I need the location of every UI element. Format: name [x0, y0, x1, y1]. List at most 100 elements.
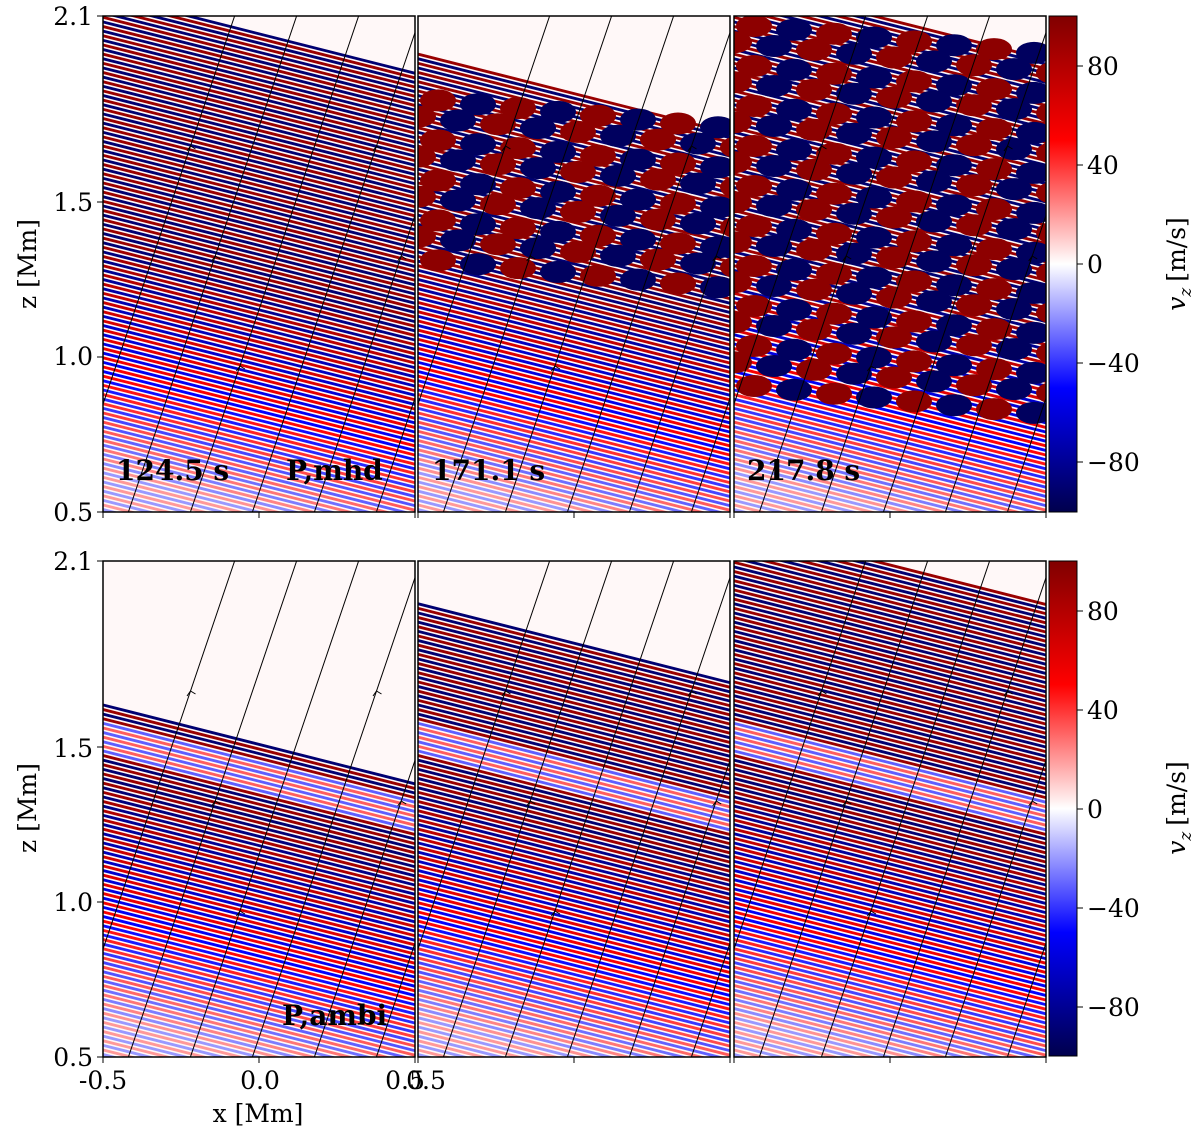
- shock-cell: [976, 158, 1012, 181]
- wave-stripe: [418, 979, 725, 1057]
- wave-stripe: [103, 25, 415, 107]
- field-line: [1006, 941, 1046, 1057]
- shock-cell: [736, 215, 772, 237]
- field-arrow: [235, 365, 246, 372]
- wave-stripe: [103, 887, 415, 970]
- wave-stripe: [103, 126, 415, 209]
- wave-stripe: [418, 892, 730, 974]
- wave-stripe: [103, 859, 415, 942]
- wave-stripe: [418, 374, 730, 457]
- wave-stripe: [103, 158, 415, 241]
- wave-stripe: [103, 942, 415, 1025]
- wave-stripe: [734, 772, 1046, 855]
- wave-stripe: [734, 749, 1046, 832]
- wave-stripe: [418, 448, 670, 512]
- shock-cell: [1016, 201, 1046, 224]
- wave-stripe: [103, 956, 415, 1039]
- field-arrow: [687, 690, 697, 697]
- panel-bottom-3: [724, 560, 1056, 1138]
- field-line: [504, 16, 675, 512]
- wave-stripe: [418, 708, 730, 790]
- shock-cell: [500, 137, 536, 160]
- wave-stripe: [734, 666, 1046, 749]
- shock-cell: [460, 213, 496, 236]
- wave-stripe: [734, 717, 1046, 800]
- wave-stripe: [103, 144, 415, 227]
- wave-stripe: [418, 606, 730, 689]
- xtick-0.5: 0.5: [385, 1066, 425, 1095]
- wave-stripe: [418, 703, 730, 786]
- wave-stripe: [734, 951, 1046, 1034]
- wave-stripe: [418, 241, 730, 324]
- wave-stripe: [103, 850, 415, 933]
- wave-stripe: [103, 786, 415, 869]
- wave-stripe: [734, 597, 1046, 680]
- wave-stripe: [103, 800, 415, 882]
- wave-stripe: [734, 471, 896, 512]
- wave-stripe: [418, 712, 730, 795]
- wave-stripe: [418, 662, 730, 744]
- wave-stripe: [103, 112, 415, 195]
- wave-stripe: [724, 1070, 1056, 1138]
- shock-cell: [1016, 321, 1046, 344]
- shock-cell: [776, 178, 812, 201]
- wave-stripe: [418, 406, 730, 489]
- shock-cell: [856, 306, 892, 329]
- shock-cell: [796, 118, 832, 141]
- wave-stripe: [734, 443, 1005, 512]
- shock-cell: [856, 226, 892, 249]
- shock-cell: [1076, 306, 1112, 328]
- wave-stripe: [103, 213, 415, 296]
- wave-stripe: [103, 1039, 174, 1057]
- wave-stripe: [418, 735, 730, 818]
- shock-cell: [734, 31, 752, 54]
- wave-stripe: [734, 731, 1046, 813]
- wave-stripe: [418, 351, 730, 434]
- wave-stripe: [103, 721, 415, 804]
- shock-cell: [976, 318, 1012, 341]
- wave-stripe: [734, 1039, 805, 1057]
- colorbar-bottom: 80 40 0 −40 −80 vz[m/s]: [1048, 560, 1196, 1057]
- field-line: [313, 758, 415, 1057]
- wave-stripe: [128, 16, 415, 89]
- wave-stripe: [418, 278, 730, 360]
- shock-cell: [956, 134, 992, 157]
- wave-stripe: [103, 924, 415, 1007]
- wave-stripe: [103, 988, 374, 1057]
- field-line: [628, 758, 730, 1057]
- shock-cell: [480, 193, 516, 216]
- wave-stripe: [103, 882, 415, 965]
- wave-stripe: [734, 648, 1046, 731]
- wave-stripe: [103, 763, 415, 846]
- wave-stripe: [734, 809, 1046, 892]
- shock-cell: [420, 89, 456, 112]
- shock-cell: [580, 144, 616, 167]
- wave-stripe: [734, 402, 1046, 485]
- wave-stripe: [418, 818, 730, 901]
- wave-stripe: [103, 740, 415, 823]
- shock-cell: [836, 282, 872, 305]
- shock-cell: [996, 378, 1032, 401]
- vz-field: [418, 561, 730, 1057]
- shock-cell: [736, 255, 772, 277]
- wave-stripe: [734, 393, 1046, 475]
- wave-stripe: [418, 1020, 561, 1057]
- shock-cell: [720, 177, 730, 198]
- wave-stripe: [103, 864, 415, 947]
- wave-stripe: [724, 1075, 1056, 1138]
- field-line: [882, 30, 1046, 512]
- shock-cell: [640, 128, 676, 151]
- wave-stripe: [734, 489, 823, 512]
- shock-cell: [956, 94, 992, 117]
- wave-stripe: [103, 38, 415, 121]
- wave-stripe: [418, 988, 689, 1057]
- shock-cell: [916, 250, 952, 273]
- wave-stripe: [418, 887, 730, 970]
- shock-cell: [640, 168, 676, 191]
- wave-stripe: [103, 772, 415, 855]
- shock-cell: [936, 154, 972, 177]
- shock-cell: [856, 26, 892, 49]
- wave-stripe: [103, 754, 415, 836]
- cbtick-top-80: 80: [1087, 52, 1119, 81]
- shock-cell: [1076, 226, 1112, 248]
